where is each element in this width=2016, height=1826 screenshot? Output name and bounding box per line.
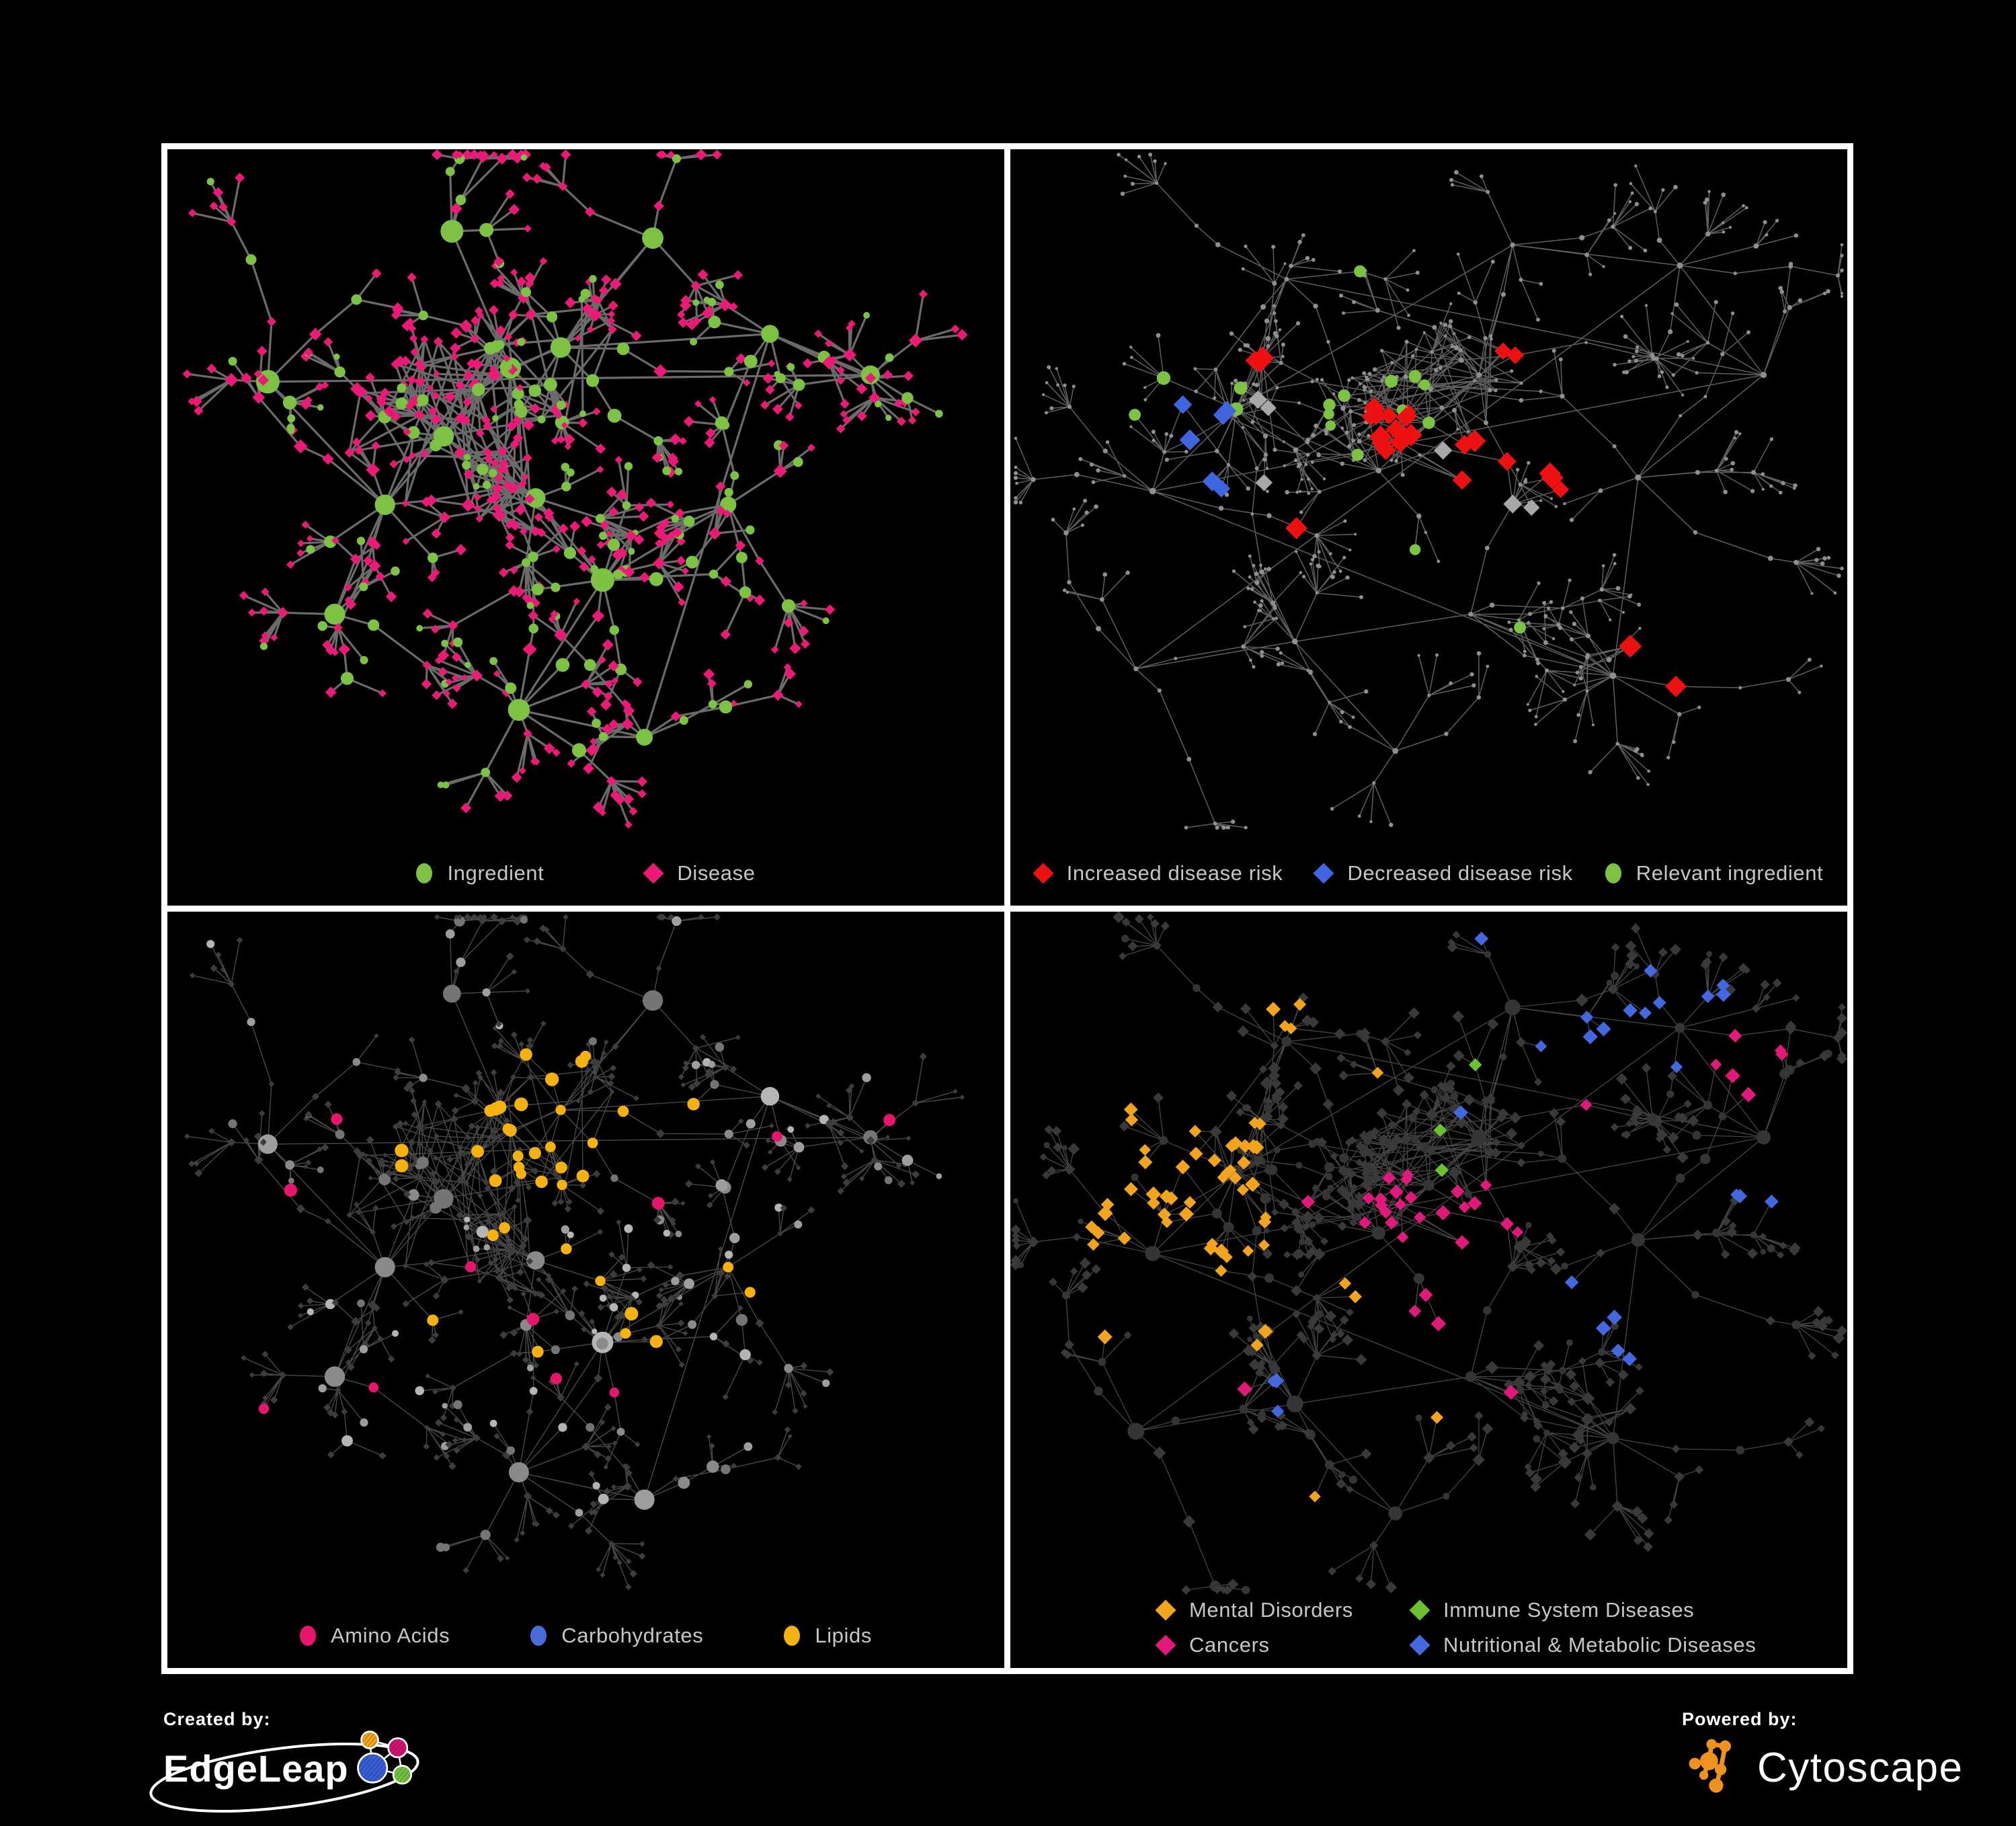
legend-item: Ingredient: [416, 861, 544, 885]
disease-diamond-icon: [643, 863, 664, 884]
legend-item: Cancers: [1155, 1633, 1411, 1657]
legend-label: Increased disease risk: [1066, 861, 1283, 885]
mental-disorders-diamond-icon: [1155, 1599, 1176, 1621]
legend-item: Relevant ingredient: [1605, 861, 1824, 885]
network-graph: [184, 913, 965, 1591]
network-canvas-ingredient-disease: [167, 149, 1004, 833]
panel-ingredient-disease: Ingredient Disease: [167, 149, 1004, 906]
legend-label: Mental Disorders: [1189, 1598, 1353, 1622]
legend-label: Nutritional & Metabolic Diseases: [1443, 1633, 1757, 1657]
legend-item: Lipids: [784, 1624, 872, 1648]
legend-item: Immune System Diseases: [1409, 1598, 1756, 1622]
panel-disease-risk: Increased disease risk Decreased disease…: [1010, 149, 1847, 906]
legend-label: Cancers: [1189, 1633, 1270, 1657]
legend-ingredient-disease: Ingredient Disease: [167, 861, 1004, 885]
cytoscape-branding: Powered by: Cytoscape: [1682, 1709, 1998, 1820]
immune-system-diseases-diamond-icon: [1409, 1599, 1430, 1621]
increased-risk-diamond-icon: [1033, 863, 1054, 884]
legend-label: Immune System Diseases: [1443, 1598, 1695, 1622]
panel-disease-categories: Mental Disorders Immune System Diseases …: [1010, 912, 1847, 1668]
legend-label: Lipids: [815, 1624, 872, 1647]
legend-item: Amino Acids: [300, 1624, 450, 1648]
legend-item: Carbohydrates: [530, 1624, 703, 1648]
edgeleap-branding: Created by: EdgeLeap: [149, 1709, 419, 1820]
decreased-risk-diamond-icon: [1313, 863, 1334, 884]
legend-item: Nutritional & Metabolic Diseases: [1409, 1633, 1757, 1657]
figure-grid: Ingredient Disease Increased disease ris…: [161, 143, 1853, 1674]
cytoscape-logo-text: Cytoscape: [1757, 1744, 1964, 1791]
legend-item: Decreased disease risk: [1313, 861, 1573, 885]
network-canvas-disease-risk: [1010, 149, 1847, 833]
legend-nutrient-classes: Amino Acids Carbohydrates Lipids: [167, 1624, 1004, 1648]
network-canvas-nutrient-classes: [167, 912, 1004, 1595]
lipids-circle-icon: [784, 1626, 801, 1646]
legend-item: Disease: [643, 861, 756, 885]
created-by-label: Created by:: [163, 1709, 271, 1729]
amino-acids-circle-icon: [300, 1626, 317, 1646]
powered-by-label: Powered by:: [1682, 1709, 1798, 1729]
edgeleap-logo-text: EdgeLeap: [163, 1747, 349, 1790]
edgeleap-logo-icon: [356, 1731, 412, 1785]
network-canvas-disease-categories: [1010, 912, 1847, 1595]
cancers-diamond-icon: [1155, 1634, 1176, 1656]
network-graph: [1013, 153, 1844, 830]
carbohydrates-circle-icon: [530, 1626, 547, 1646]
relevant-ingredient-circle-icon: [1605, 863, 1621, 883]
legend-label: Disease: [677, 861, 756, 885]
legend-label: Carbohydrates: [561, 1624, 704, 1647]
cytoscape-logo-icon: [1689, 1739, 1731, 1793]
legend-item: Mental Disorders: [1155, 1598, 1411, 1622]
legend-disease-categories: Mental Disorders Immune System Diseases …: [1155, 1598, 1757, 1657]
network-graph: [1010, 912, 1847, 1595]
ingredient-circle-icon: [416, 863, 433, 883]
network-graph: [182, 149, 968, 829]
legend-label: Ingredient: [447, 861, 545, 885]
panel-nutrient-classes: Amino Acids Carbohydrates Lipids: [167, 912, 1004, 1668]
legend-label: Relevant ingredient: [1636, 861, 1824, 885]
legend-label: Decreased disease risk: [1347, 861, 1573, 885]
legend-item: Increased disease risk: [1033, 861, 1283, 885]
nutritional-metabolic-diseases-diamond-icon: [1409, 1634, 1430, 1656]
legend-disease-risk: Increased disease risk Decreased disease…: [1010, 861, 1847, 885]
legend-label: Amino Acids: [331, 1624, 450, 1647]
